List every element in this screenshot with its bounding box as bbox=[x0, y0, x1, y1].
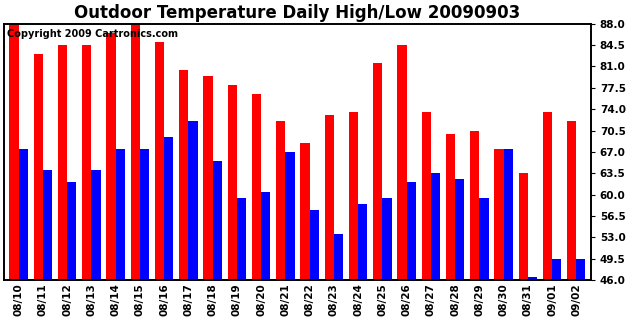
Bar bbox=[567, 121, 576, 280]
Bar bbox=[261, 192, 270, 280]
Bar bbox=[116, 149, 125, 280]
Bar bbox=[421, 112, 431, 280]
Text: Copyright 2009 Cartronics.com: Copyright 2009 Cartronics.com bbox=[7, 29, 178, 39]
Bar bbox=[373, 63, 382, 280]
Bar bbox=[106, 33, 116, 280]
Bar bbox=[252, 94, 261, 280]
Bar bbox=[130, 24, 140, 280]
Bar bbox=[155, 42, 164, 280]
Bar bbox=[227, 85, 237, 280]
Bar bbox=[309, 210, 319, 280]
Bar bbox=[503, 149, 513, 280]
Bar bbox=[382, 198, 391, 280]
Bar bbox=[334, 234, 343, 280]
Bar bbox=[285, 152, 295, 280]
Bar bbox=[91, 170, 101, 280]
Bar bbox=[140, 149, 149, 280]
Bar bbox=[543, 112, 552, 280]
Bar bbox=[455, 180, 464, 280]
Bar bbox=[83, 45, 91, 280]
Bar bbox=[276, 121, 285, 280]
Bar bbox=[213, 161, 222, 280]
Bar bbox=[188, 121, 198, 280]
Bar bbox=[479, 198, 488, 280]
Bar bbox=[164, 137, 173, 280]
Bar bbox=[358, 204, 367, 280]
Bar bbox=[19, 149, 28, 280]
Bar bbox=[528, 277, 537, 280]
Bar bbox=[179, 69, 188, 280]
Bar bbox=[470, 131, 479, 280]
Bar bbox=[237, 198, 246, 280]
Bar bbox=[203, 76, 213, 280]
Bar bbox=[431, 173, 440, 280]
Bar bbox=[406, 182, 416, 280]
Title: Outdoor Temperature Daily High/Low 20090903: Outdoor Temperature Daily High/Low 20090… bbox=[74, 4, 520, 22]
Bar bbox=[301, 143, 309, 280]
Bar bbox=[43, 170, 52, 280]
Bar bbox=[34, 54, 43, 280]
Bar bbox=[552, 259, 561, 280]
Bar bbox=[495, 149, 503, 280]
Bar bbox=[58, 45, 67, 280]
Bar bbox=[9, 24, 19, 280]
Bar bbox=[398, 45, 406, 280]
Bar bbox=[67, 182, 76, 280]
Bar bbox=[576, 259, 585, 280]
Bar bbox=[446, 134, 455, 280]
Bar bbox=[518, 173, 528, 280]
Bar bbox=[324, 115, 334, 280]
Bar bbox=[349, 112, 358, 280]
